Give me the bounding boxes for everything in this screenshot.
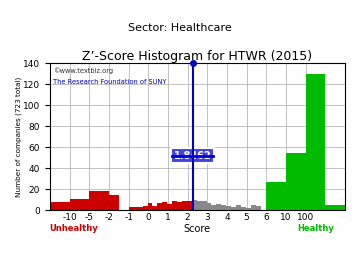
Bar [157,203,162,210]
Bar [266,182,286,210]
Bar [177,202,182,210]
Bar [226,206,231,210]
Bar [251,205,256,210]
Bar [256,206,261,210]
X-axis label: Score: Score [184,224,211,234]
Bar [182,201,187,210]
Bar [231,207,236,210]
Bar [286,153,306,210]
Text: Unhealthy: Unhealthy [49,224,98,233]
Text: 1.8462: 1.8462 [174,151,211,161]
Bar [153,206,157,210]
Bar [148,203,153,210]
Bar [241,207,246,210]
Bar [246,208,251,210]
Bar [187,201,192,210]
Bar [306,74,325,210]
Y-axis label: Number of companies (723 total): Number of companies (723 total) [15,77,22,197]
Bar [69,199,89,210]
Bar [162,202,167,210]
Bar [207,203,211,210]
Text: Sector: Healthcare: Sector: Healthcare [128,23,232,33]
Bar [211,205,216,210]
Bar [143,206,148,210]
Bar [89,191,109,210]
Title: Z’-Score Histogram for HTWR (2015): Z’-Score Histogram for HTWR (2015) [82,50,312,63]
Bar [325,205,345,210]
Bar [109,195,119,210]
Text: The Research Foundation of SUNY: The Research Foundation of SUNY [53,79,166,85]
Text: Healthy: Healthy [297,224,334,233]
Bar [129,207,148,210]
Text: ©www.textbiz.org: ©www.textbiz.org [53,68,113,74]
Bar [221,205,226,210]
Bar [167,204,172,210]
Bar [216,204,221,210]
Bar [236,205,241,210]
Bar [192,200,197,210]
Bar [202,201,207,210]
Bar [172,201,177,210]
Bar [197,201,202,210]
Bar [50,202,69,210]
